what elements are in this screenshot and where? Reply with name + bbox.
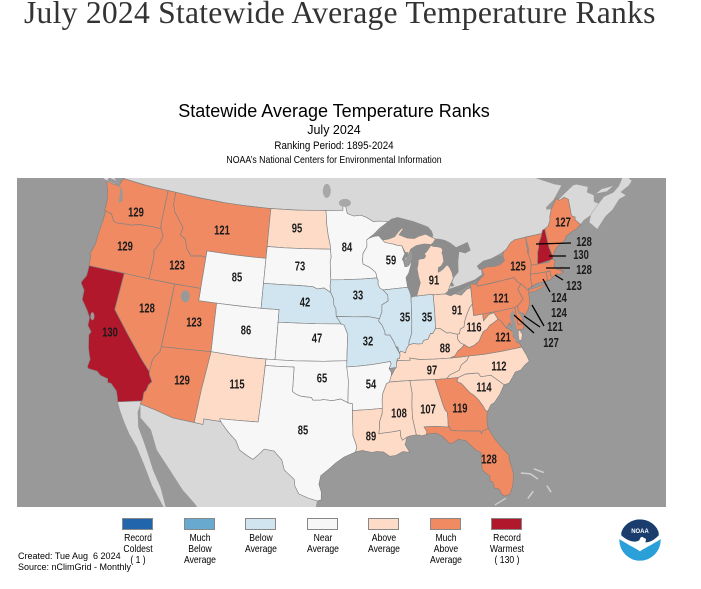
svg-text:32: 32: [363, 335, 373, 349]
svg-text:127: 127: [543, 337, 559, 351]
svg-text:121: 121: [214, 224, 230, 238]
svg-text:35: 35: [422, 311, 432, 325]
svg-text:123: 123: [169, 259, 185, 273]
svg-text:42: 42: [300, 296, 310, 310]
svg-text:130: 130: [573, 249, 589, 263]
svg-text:89: 89: [366, 430, 376, 444]
svg-text:33: 33: [353, 289, 363, 303]
svg-text:86: 86: [241, 324, 251, 338]
svg-text:119: 119: [452, 402, 467, 416]
svg-text:NOAA: NOAA: [631, 529, 649, 535]
svg-text:129: 129: [128, 206, 144, 220]
svg-text:112: 112: [491, 360, 506, 374]
svg-text:128: 128: [481, 453, 497, 467]
svg-text:85: 85: [298, 424, 308, 438]
svg-text:91: 91: [429, 274, 439, 288]
svg-text:121: 121: [547, 321, 563, 335]
svg-text:129: 129: [174, 374, 190, 388]
svg-text:47: 47: [312, 332, 322, 346]
svg-text:123: 123: [566, 280, 582, 294]
svg-text:73: 73: [295, 260, 305, 274]
svg-text:125: 125: [510, 260, 526, 274]
svg-text:130: 130: [102, 326, 118, 340]
svg-text:54: 54: [366, 378, 377, 392]
svg-text:95: 95: [292, 222, 302, 236]
svg-text:124: 124: [551, 292, 567, 306]
svg-text:114: 114: [476, 381, 492, 395]
svg-text:124: 124: [551, 307, 567, 321]
svg-text:108: 108: [391, 407, 407, 421]
svg-text:85: 85: [232, 271, 242, 285]
svg-text:123: 123: [186, 316, 202, 330]
svg-text:88: 88: [440, 342, 450, 356]
svg-text:128: 128: [139, 302, 155, 316]
svg-text:127: 127: [555, 216, 571, 230]
svg-text:121: 121: [493, 292, 509, 306]
svg-text:59: 59: [386, 254, 396, 268]
svg-text:35: 35: [400, 311, 410, 325]
svg-text:91: 91: [452, 304, 462, 318]
svg-text:128: 128: [576, 264, 592, 278]
svg-text:116: 116: [466, 321, 481, 335]
svg-text:128: 128: [576, 236, 592, 250]
svg-text:129: 129: [117, 240, 133, 254]
svg-text:115: 115: [229, 378, 244, 392]
svg-text:121: 121: [495, 331, 511, 345]
svg-text:84: 84: [342, 241, 353, 255]
svg-text:97: 97: [427, 364, 437, 378]
svg-text:107: 107: [420, 403, 436, 417]
svg-text:65: 65: [317, 372, 327, 386]
